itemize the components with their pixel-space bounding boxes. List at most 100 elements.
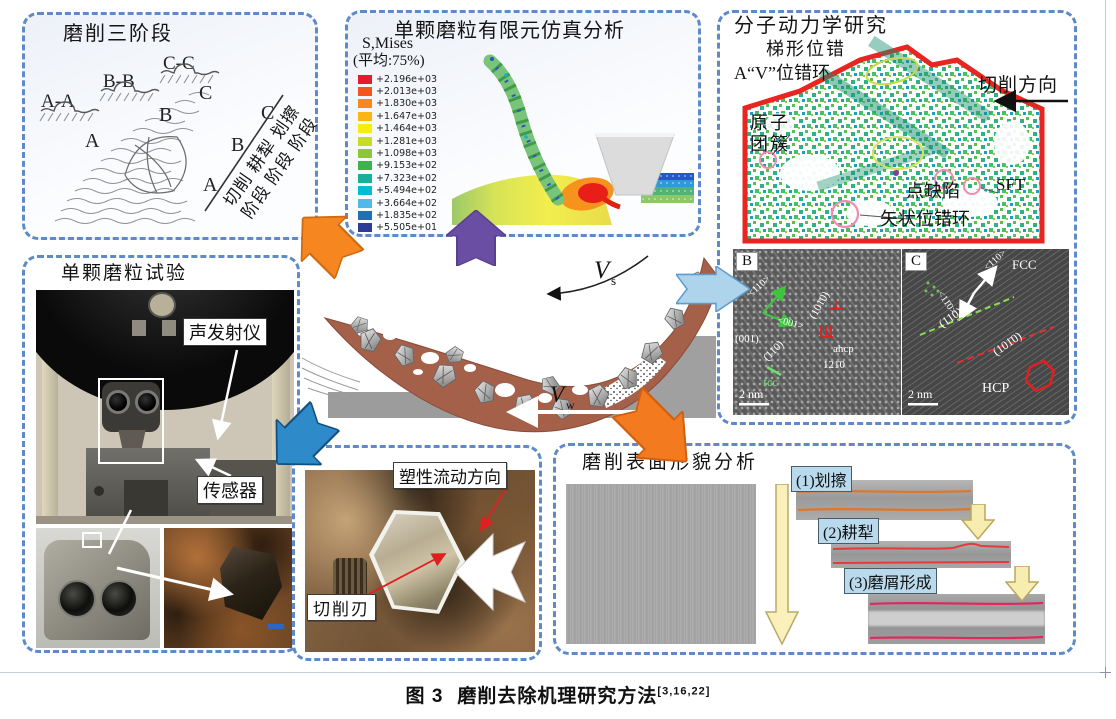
panel-single-grain-test: 单颗磨粒试验 [22,255,300,653]
legend-row: +1.281e+03 [358,135,437,147]
legend-row: +9.153e+02 [358,160,437,172]
surface-title: 磨削表面形貌分析 [582,452,759,473]
legend-value: +1.281e+03 [376,135,438,147]
letter-c-outer: C [261,102,274,124]
tem-c-tag: C [905,252,928,271]
letter-c-inner: C [199,82,212,104]
chip-mist-band [868,611,1045,626]
section-label-aa: A-A [41,91,75,112]
page-frame-right [1105,0,1106,673]
strip2-lines [832,542,1010,564]
md-simulation-graphic [742,35,1068,244]
arrow-to-surface-morphology [610,385,688,463]
legend-value: +1.830e+03 [376,98,438,110]
fem-simulation-graphic [452,54,694,225]
wheel-speed-arc [546,255,649,301]
scratch-lines [301,357,361,403]
tem-c-hcp-label: HCP [982,381,1010,396]
letter-a-inner: A [85,130,100,152]
ae-instrument-label: 声发射仪 [183,318,267,346]
legend-swatch [358,173,372,183]
three-stages-title: 磨削三阶段 [63,23,173,45]
legend-row: +2.196e+03 [358,73,437,85]
tem-c-scale: 2 nm [908,387,933,401]
panel-surface-morphology: 磨削表面形貌分析 (1)划擦 (2)耕犁 (3)磨屑形成 [553,443,1076,655]
holder-hole-right [135,390,159,414]
legend-swatch [358,136,372,146]
md-title: 分子动力学研究 [734,15,888,37]
legend-row: +2.013e+03 [358,85,437,97]
legend-value: +1.098e+03 [376,148,438,160]
legend-row: +7.323e+02 [358,172,437,184]
spindle-block-1 [132,320,146,336]
legend-swatch [358,124,372,134]
section-label-cc: C-C [163,53,195,74]
md-trapezoid-label: 梯形位错 [766,39,846,59]
grain-scalebar [268,624,284,629]
crop-mark-v [1105,667,1106,678]
legend-row: +5.505e+01 [358,222,437,234]
wheel-pores [357,293,693,415]
tem-b-ahcp-label: ahcp [833,343,854,355]
sensor-hole-left [58,580,96,618]
md-sft-label: SFT [996,175,1026,194]
legend-row: +5.494e+02 [358,185,437,197]
strip3-lines [869,601,1044,640]
sensor-label: 传感器 [197,476,263,504]
letter-b-inner: B [159,104,172,126]
grain-holder-highlight-box [98,378,164,464]
legend-swatch [358,210,372,220]
tem-b-marks [739,285,843,406]
fem-legend: +2.196e+03 +2.013e+03 +1.830e+03 +1.647e… [358,73,437,234]
spindle-block-2 [162,320,176,336]
long-down-arrow [764,484,800,646]
spindle-detail [148,292,176,318]
caption-reference: [3,16,22] [657,685,711,698]
sensor-highlight-box [82,532,102,548]
legend-row: +3.664e+02 [358,197,437,209]
experiment-annotation-arrows [107,349,239,602]
legend-swatch [358,223,372,233]
letter-b-outer: B [231,134,244,156]
strip-chip-formation [868,594,1045,644]
three-stages-sketch: A-A B-B C-C A B C A B C [39,53,284,225]
step3-label: (3)磨屑形成 [844,568,937,594]
cutting-edge-label: 切削刃 [307,594,376,621]
machine-base-strip [36,516,294,524]
grain-sketch-outline [124,136,187,194]
fem-legend-average: (平均:75%) [353,53,425,69]
tem-b-1210-label: 121̄0 [823,359,845,371]
legend-swatch [358,149,372,159]
panel-fem: 单颗磨粒有限元仿真分析 S,Mises (平均:75%) +2.196e+03 … [345,10,701,237]
caption-label: 图 3 [405,686,444,707]
panel-plastic-flow: 塑性流动方向 切削刃 [292,445,542,661]
section-label-bb: B-B [103,71,135,92]
legend-value: +3.664e+02 [376,197,438,209]
stage-divider-line [204,94,284,212]
step2-label: (2)耕犁 [818,518,879,544]
caption-title: 磨削去除机理研究方法 [457,686,658,707]
small-grain-fragment [333,558,367,598]
legend-value: +1.835e+02 [376,209,438,221]
legend-value: +5.494e+02 [376,185,438,197]
md-sagittal-label: 矢状位错环 [880,209,970,229]
md-vloop-label: A“V”位错环 [734,63,830,83]
sensor-block-photo [36,528,160,648]
md-cluster-label-1: 原子 [750,113,790,133]
legend-row: +1.835e+02 [358,209,437,221]
legend-swatch [358,87,372,97]
down-arrow-2 [1005,566,1039,602]
plastic-flow-label: 塑性流动方向 [393,462,507,489]
tem-b-fcc-label: fcc [763,375,778,389]
legend-value: +1.464e+03 [376,123,438,135]
md-cluster-label-2: 团簇 [750,134,790,154]
work-speed-sub: w [566,398,575,412]
tem-c-fcc-label: FCC [1012,257,1037,272]
plastic-flow-arrow [454,532,527,612]
flow-photo [305,470,535,652]
panel-three-stages: 磨削三阶段 [22,12,322,240]
legend-swatch [358,161,372,171]
legend-swatch [358,74,372,84]
center-wheel-schematic: V s V w [301,255,720,433]
